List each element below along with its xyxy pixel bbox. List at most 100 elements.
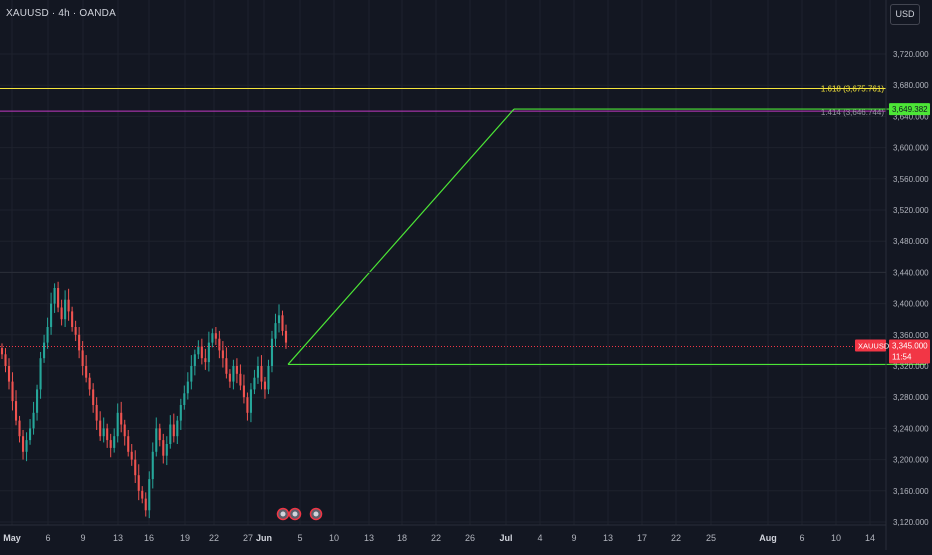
candle xyxy=(151,442,154,489)
candle xyxy=(39,351,42,399)
candle-body xyxy=(281,315,284,331)
target-price-badge xyxy=(889,103,930,116)
time-tick-label: 22 xyxy=(431,533,441,543)
candle xyxy=(211,328,214,348)
price-axis[interactable]: 3,720.000 3,680.000 3,640.000 3,600.000 3,56… xyxy=(885,0,929,550)
price-tick-label: 3,520.000 xyxy=(893,206,929,215)
candle-body xyxy=(39,358,42,390)
time-tick-label: 4 xyxy=(537,533,542,543)
candle-body xyxy=(85,366,88,378)
candle xyxy=(172,413,175,443)
candle xyxy=(274,313,277,347)
candle xyxy=(130,444,133,466)
time-tick-label: 9 xyxy=(80,533,85,543)
time-tick-label: 22 xyxy=(209,533,219,543)
candle xyxy=(214,327,217,345)
time-tick-label: 10 xyxy=(329,533,339,543)
candle-body xyxy=(270,338,274,366)
candle xyxy=(116,403,119,443)
time-axis[interactable]: May 6 9 13 16 19 22 27 Jun 5 10 13 18 22 26 Jul 4 9 13 17 22… xyxy=(0,524,886,543)
target-price-label: 3,649.382 xyxy=(892,105,928,114)
candle-body xyxy=(239,373,242,386)
currency-button[interactable]: USD xyxy=(890,4,920,25)
candle xyxy=(88,373,91,396)
candlestick-series xyxy=(0,281,288,519)
candle xyxy=(197,340,200,359)
time-tick-label: 25 xyxy=(706,533,716,543)
time-tick-label: 16 xyxy=(144,533,154,543)
candle xyxy=(183,385,186,410)
candle-body xyxy=(53,288,56,304)
time-tick-label: May xyxy=(3,533,21,543)
candle xyxy=(186,372,189,400)
candle xyxy=(218,330,221,359)
fib-1618-label: 1.618 (3,675.761) xyxy=(821,85,884,94)
price-tick-label: 3,680.000 xyxy=(893,81,929,90)
candle-body xyxy=(120,412,123,425)
candle-body xyxy=(267,366,270,390)
projection-trend-line[interactable] xyxy=(287,108,515,365)
candle xyxy=(249,383,252,423)
candle-body xyxy=(256,366,260,378)
candle-body xyxy=(43,342,46,359)
symbol-badge xyxy=(855,339,886,352)
candle-body xyxy=(88,377,91,390)
time-tick-label: 9 xyxy=(571,533,576,543)
price-tick-label: 3,280.000 xyxy=(893,393,929,402)
candle xyxy=(43,334,46,363)
time-tick-label: Jun xyxy=(256,533,272,543)
candle xyxy=(50,292,53,335)
price-tick-label: 3,480.000 xyxy=(893,237,929,246)
candle-body xyxy=(78,334,81,351)
candle-body xyxy=(113,436,116,448)
candle xyxy=(123,419,126,446)
candle xyxy=(81,341,84,376)
candle-body xyxy=(242,385,245,398)
candle-body xyxy=(190,366,193,382)
candle xyxy=(204,348,207,370)
event-flag-icon[interactable] xyxy=(309,507,323,521)
candle xyxy=(246,392,249,421)
earnings-flag-icon[interactable] xyxy=(276,507,290,521)
candle xyxy=(25,432,28,462)
time-tick-label: 13 xyxy=(603,533,613,543)
price-badges: 3,649.382 XAUUSD 3,345.000 11:54 xyxy=(855,103,930,364)
candle-body xyxy=(116,412,119,437)
candle xyxy=(267,359,270,395)
time-tick-label: 18 xyxy=(397,533,407,543)
candle xyxy=(141,486,144,504)
candle-body xyxy=(225,358,228,374)
candle xyxy=(253,369,256,395)
price-tick-label: 3,560.000 xyxy=(893,175,929,184)
event-markers[interactable] xyxy=(276,507,323,521)
candle-body xyxy=(134,459,137,476)
candle xyxy=(239,364,242,391)
price-tick-label: 3,600.000 xyxy=(893,144,929,153)
candle xyxy=(228,369,231,388)
candle-body xyxy=(102,428,105,437)
symbol-title[interactable]: XAUUSD · 4h · OANDA xyxy=(6,8,116,19)
candle-body xyxy=(176,420,179,437)
event-marker-dot xyxy=(313,511,319,517)
price-tick-label: 3,320.000 xyxy=(893,362,929,371)
dividend-flag-icon[interactable] xyxy=(288,507,302,521)
candle-body xyxy=(207,342,210,363)
time-tick-label: 26 xyxy=(465,533,475,543)
candle-body xyxy=(235,366,238,374)
candle xyxy=(60,299,63,326)
candle-body xyxy=(7,366,11,382)
candle-body xyxy=(11,381,14,402)
candle-body xyxy=(28,428,32,441)
candle xyxy=(14,390,18,426)
candle xyxy=(256,356,260,384)
price-tick-label: 3,200.000 xyxy=(893,456,929,465)
price-tick-label: 3,120.000 xyxy=(893,518,929,527)
time-tick-label: 6 xyxy=(45,533,50,543)
candle-body xyxy=(99,420,102,437)
drawings-layer[interactable]: 1.618 (3,675.761) 1.414 (3,646.744) xyxy=(0,85,926,366)
candle xyxy=(127,429,130,457)
event-marker-dot xyxy=(280,511,286,517)
